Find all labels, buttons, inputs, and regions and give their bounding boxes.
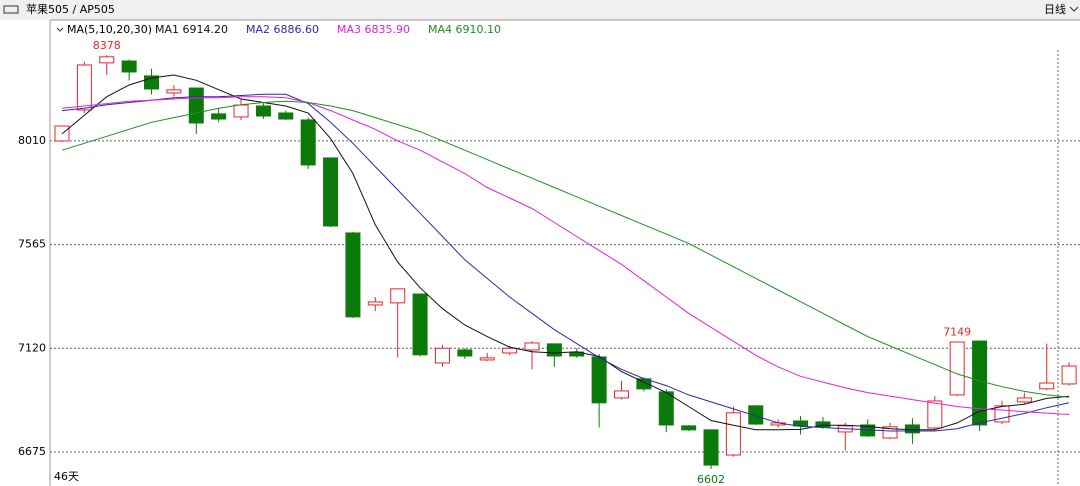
candle-body xyxy=(278,112,294,120)
header-bar xyxy=(0,0,1080,20)
candle-body xyxy=(345,232,361,318)
candle-body xyxy=(412,293,428,356)
candle-body xyxy=(188,87,204,124)
extreme-label: 7149 xyxy=(943,326,971,339)
candle-body xyxy=(614,390,629,399)
candle-body xyxy=(300,119,316,166)
symbol[interactable]: 苹果505 / AP505 xyxy=(26,2,115,16)
candle-body xyxy=(457,349,473,357)
candle-body xyxy=(748,405,764,425)
candle-body xyxy=(658,391,674,426)
legend-toggle[interactable] xyxy=(56,27,64,32)
candle-body xyxy=(927,400,943,429)
ma-line xyxy=(61,74,1070,431)
legend-entry: MA1 6914.20 xyxy=(155,23,228,36)
period-dropdown[interactable] xyxy=(1069,6,1079,12)
candle-body xyxy=(367,301,383,306)
candle-body xyxy=(882,426,898,439)
candle-body xyxy=(972,340,988,426)
candle-body xyxy=(502,347,518,354)
candle-body xyxy=(479,357,495,361)
candle-body xyxy=(233,104,249,118)
candle-body xyxy=(703,429,719,466)
candle-body xyxy=(1016,397,1032,403)
ma-line xyxy=(61,100,1070,398)
ma-label: MA(5,10,20,30) xyxy=(67,23,152,36)
y-tick-label: 8010 xyxy=(18,134,46,147)
legend-entry: MA4 6910.10 xyxy=(428,23,501,36)
candle-body xyxy=(211,113,227,120)
period[interactable]: 日线 xyxy=(1044,2,1066,16)
legend-entry: MA3 6835.90 xyxy=(337,23,410,36)
candle-body xyxy=(76,64,92,111)
ma-line xyxy=(61,93,1070,432)
candle-body xyxy=(524,342,540,351)
candle-body xyxy=(323,157,339,227)
candle-body xyxy=(725,412,741,456)
candle-body xyxy=(1061,365,1077,385)
y-tick-label: 7565 xyxy=(18,238,46,251)
period-count: 46天 xyxy=(54,470,79,483)
candle-body xyxy=(949,341,965,396)
candle-body xyxy=(591,356,607,404)
y-tick-label: 6675 xyxy=(18,445,46,458)
candle-body xyxy=(681,425,697,431)
candle-body xyxy=(166,89,182,94)
candle-body xyxy=(1039,382,1055,390)
candle-body xyxy=(434,347,450,364)
candle-body xyxy=(390,288,406,304)
symbol-icon xyxy=(3,5,19,14)
legend-entry: MA2 6886.60 xyxy=(246,23,319,36)
candle-body xyxy=(793,420,809,427)
candle-body xyxy=(121,60,137,73)
candle-body xyxy=(904,424,920,434)
candle-body xyxy=(99,56,115,64)
candle-body xyxy=(546,343,562,357)
ma-line xyxy=(61,96,1070,415)
extreme-label: 6602 xyxy=(697,473,725,486)
y-tick-label: 7120 xyxy=(18,341,46,354)
candle-body xyxy=(815,421,831,428)
candle-body xyxy=(255,105,271,117)
extreme-label: 8378 xyxy=(93,39,121,52)
